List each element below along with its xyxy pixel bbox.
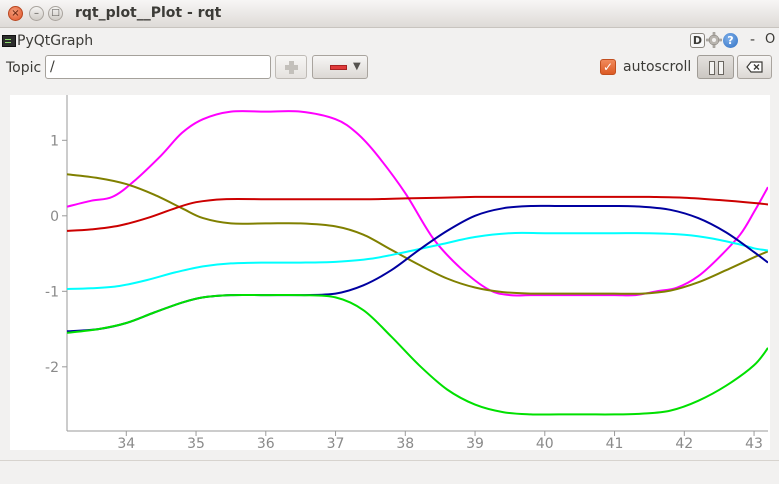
- minus-icon: [330, 65, 347, 70]
- y-tick-label: 0: [50, 209, 59, 225]
- x-tick-label: 34: [117, 436, 135, 450]
- clear-icon: [746, 61, 763, 73]
- autoscroll-checkbox[interactable]: ✓: [600, 59, 616, 75]
- help-icon[interactable]: ?: [723, 33, 738, 48]
- window-minimize-button[interactable]: –: [29, 6, 44, 21]
- plugin-header: PyQtGraph D ? - O: [0, 30, 779, 52]
- series-line-1: [67, 110, 768, 297]
- status-bar: [0, 460, 779, 484]
- series-line-3: [67, 195, 768, 232]
- add-topic-button[interactable]: [275, 55, 307, 79]
- series-line-5: [67, 204, 768, 333]
- plugin-minimize-button[interactable]: -: [750, 32, 756, 48]
- y-tick-label: -1: [45, 284, 59, 300]
- dock-button[interactable]: D: [690, 33, 705, 48]
- x-tick-label: 35: [187, 436, 205, 450]
- x-tick-label: 42: [675, 436, 693, 450]
- y-tick-label: -2: [45, 360, 59, 376]
- x-tick-label: 40: [536, 436, 554, 450]
- window-maximize-button[interactable]: □: [48, 6, 63, 21]
- x-tick-label: 43: [745, 436, 763, 450]
- series-line-2: [67, 173, 768, 295]
- topic-input[interactable]: [45, 55, 271, 79]
- series-line-4: [67, 231, 768, 290]
- remove-topic-button[interactable]: ▼: [312, 55, 368, 79]
- plugin-title: PyQtGraph: [17, 33, 94, 49]
- series-line-6: [67, 293, 768, 416]
- clear-button[interactable]: [737, 55, 772, 79]
- topic-label: Topic: [6, 60, 42, 76]
- y-tick-label: 1: [50, 133, 59, 149]
- plot-toolbar: Topic ▼ ✓ autoscroll: [0, 54, 779, 82]
- plugin-close-button[interactable]: O: [765, 32, 776, 47]
- autoscroll-label: autoscroll: [623, 59, 692, 75]
- x-tick-label: 39: [466, 436, 484, 450]
- window-titlebar: × – □ rqt_plot__Plot - rqt: [0, 0, 779, 28]
- plot-canvas[interactable]: 1 0 -1 -2 34 35 36 37 38 39 40 41 42 43: [10, 95, 770, 452]
- window-close-button[interactable]: ×: [8, 6, 23, 21]
- plot-svg[interactable]: 1 0 -1 -2 34 35 36 37 38 39 40 41 42 43: [10, 95, 770, 452]
- gear-icon[interactable]: [706, 32, 722, 48]
- x-tick-label: 41: [606, 436, 624, 450]
- pause-button[interactable]: [697, 55, 734, 79]
- chevron-down-icon: ▼: [353, 61, 361, 72]
- x-tick-label: 37: [327, 436, 345, 450]
- x-tick-label: 38: [396, 436, 414, 450]
- window-title: rqt_plot__Plot - rqt: [75, 5, 222, 21]
- x-tick-label: 36: [257, 436, 275, 450]
- terminal-icon: [2, 35, 16, 47]
